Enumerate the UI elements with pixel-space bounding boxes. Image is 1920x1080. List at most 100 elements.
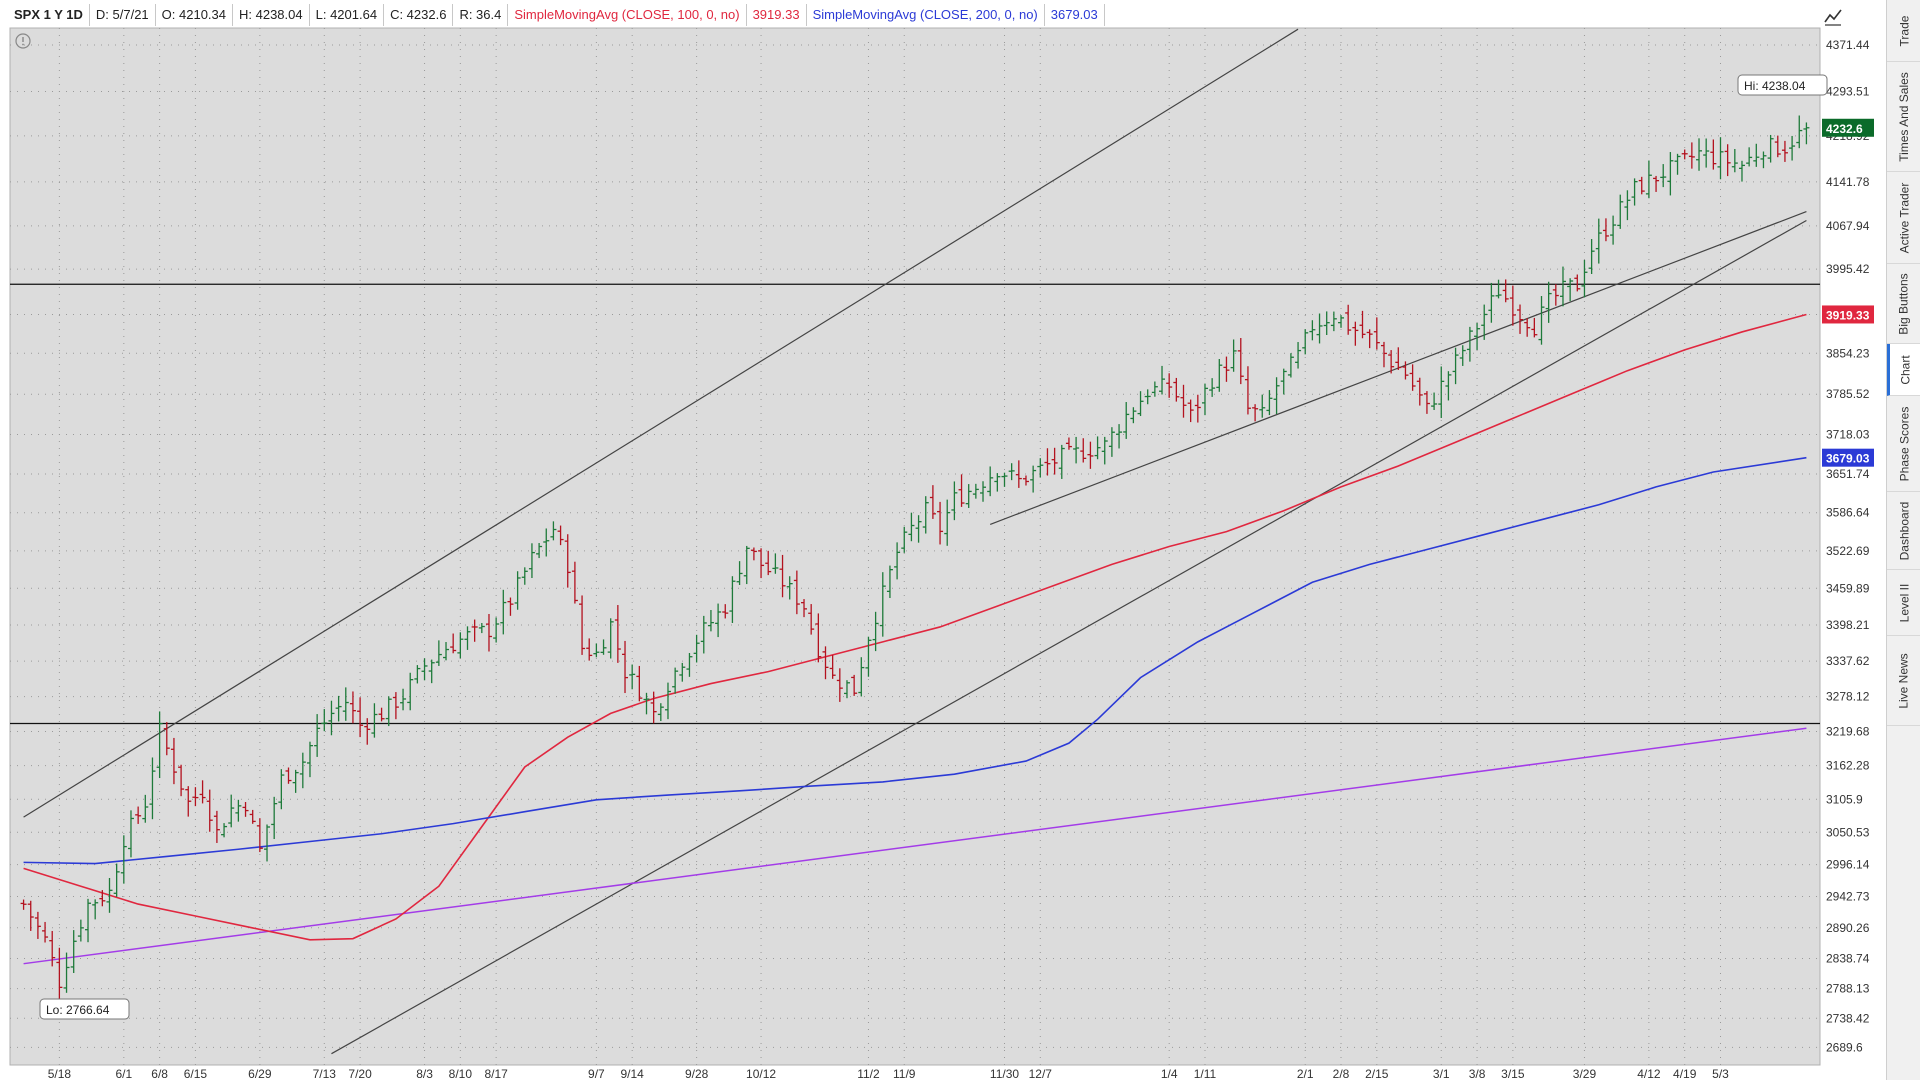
y-tick-label: 3586.64 — [1826, 506, 1870, 520]
sidebar-tab-label: Dashboard — [1897, 501, 1911, 560]
y-tick-label: 3651.74 — [1826, 467, 1870, 481]
y-tick-label: 3050.53 — [1826, 825, 1870, 839]
sidebar-tab-label: Phase Scores — [1897, 406, 1911, 481]
y-tick-label: 4067.94 — [1826, 219, 1870, 233]
x-tick-label: 3/15 — [1501, 1067, 1525, 1080]
y-tick-label: 3995.42 — [1826, 262, 1870, 276]
ma200-tag-bg — [1822, 448, 1874, 467]
y-tick-label: 4371.44 — [1826, 38, 1870, 52]
sidebar-tab-label: Times And Sales — [1897, 71, 1912, 162]
x-tick-label: 7/13 — [313, 1067, 337, 1080]
y-tick-label: 3278.12 — [1826, 690, 1870, 704]
x-tick-label: 4/19 — [1673, 1067, 1697, 1080]
x-tick-label: 2/1 — [1297, 1067, 1314, 1080]
high-label: H: 4238.04 — [233, 4, 310, 26]
ma200-tag: 3679.03 — [1826, 452, 1870, 466]
trendline — [331, 219, 1807, 1055]
trendline — [23, 28, 1299, 818]
x-tick-label: 3/29 — [1573, 1067, 1597, 1080]
x-tick-label: 5/3 — [1712, 1067, 1729, 1080]
x-tick-label: 5/18 — [48, 1067, 72, 1080]
sidebar-tab-big-buttons[interactable]: Big Buttons — [1887, 264, 1920, 344]
sidebar-tab-level-ii[interactable]: Level II — [1887, 570, 1920, 636]
x-tick-label: 11/2 — [857, 1067, 880, 1080]
y-tick-label: 2838.74 — [1826, 951, 1870, 965]
sidebar-tab-dashboard[interactable]: Dashboard — [1887, 492, 1920, 570]
x-tick-label: 8/17 — [484, 1067, 508, 1080]
x-tick-label: 9/14 — [621, 1067, 645, 1080]
y-tick-label: 3459.89 — [1826, 581, 1870, 595]
x-tick-label: 2/15 — [1365, 1067, 1389, 1080]
high-callout: Hi: 4238.04 — [1744, 79, 1806, 93]
x-tick-label: 9/28 — [685, 1067, 709, 1080]
x-tick-label: 3/1 — [1433, 1067, 1450, 1080]
x-tick-label: 8/3 — [416, 1067, 433, 1080]
sidebar-tab-times-and-sales[interactable]: Times And Sales — [1887, 62, 1920, 172]
last-price-tag-bg — [1822, 118, 1874, 137]
last-price-tag: 4232.6 — [1826, 122, 1863, 136]
low-callout: Lo: 2766.64 — [46, 1003, 110, 1017]
sidebar-tab-live-news[interactable]: Live News — [1887, 636, 1920, 726]
y-tick-label: 2738.42 — [1826, 1011, 1870, 1025]
ma100-tag: 3919.33 — [1826, 308, 1870, 322]
ma100-study-value: 3919.33 — [747, 4, 807, 26]
close-label: C: 4232.6 — [384, 4, 454, 26]
x-tick-label: 12/7 — [1029, 1067, 1053, 1080]
x-tick-label: 11/30 — [990, 1067, 1019, 1080]
sidebar-tab-chart[interactable]: Chart — [1887, 344, 1920, 396]
ma100-study-label[interactable]: SimpleMovingAvg (CLOSE, 100, 0, no) — [508, 4, 747, 26]
ma100-line — [23, 313, 1807, 941]
chart-header: SPX 1 Y 1D D: 5/7/21 O: 4210.34 H: 4238.… — [8, 4, 1105, 26]
ma100-tag-bg — [1822, 305, 1874, 324]
sidebar-tab-phase-scores[interactable]: Phase Scores — [1887, 396, 1920, 492]
x-tick-label: 3/8 — [1469, 1067, 1486, 1080]
y-tick-label: 4293.51 — [1826, 84, 1870, 98]
low-label: L: 4201.64 — [310, 4, 385, 26]
x-tick-label: 6/1 — [115, 1067, 132, 1080]
y-tick-label: 3219.68 — [1826, 724, 1870, 738]
x-tick-label: 1/11 — [1194, 1067, 1217, 1080]
y-tick-label: 2689.6 — [1826, 1040, 1863, 1054]
y-tick-label: 3105.9 — [1826, 792, 1863, 806]
y-tick-label: 2996.14 — [1826, 858, 1870, 872]
range-label: R: 36.4 — [453, 4, 509, 26]
sidebar-tab-label: Level II — [1897, 583, 1912, 622]
x-tick-label: 8/10 — [449, 1067, 473, 1080]
sidebar-tab-label: Live News — [1897, 652, 1912, 709]
high-callout-box — [1737, 74, 1828, 96]
x-tick-label: 10/12 — [746, 1067, 776, 1080]
x-tick-label: 4/12 — [1637, 1067, 1661, 1080]
x-tick-label: 11/9 — [893, 1067, 916, 1080]
y-tick-label: 4141.78 — [1826, 175, 1870, 189]
ma200-line — [23, 456, 1807, 865]
symbol-label[interactable]: SPX 1 Y 1D — [8, 4, 90, 26]
open-label: O: 4210.34 — [156, 4, 233, 26]
x-tick-label: 7/20 — [348, 1067, 372, 1080]
sidebar-tab-label: Trade — [1897, 15, 1911, 46]
date-label: D: 5/7/21 — [90, 4, 156, 26]
x-tick-label: 1/4 — [1161, 1067, 1178, 1080]
x-tick-label: 2/8 — [1333, 1067, 1350, 1080]
purple-trendline — [23, 727, 1807, 965]
y-tick-label: 3718.03 — [1826, 427, 1870, 441]
sidebar-tab-label: Big Buttons — [1897, 272, 1911, 335]
low-callout-box — [39, 998, 130, 1020]
sidebar-tab-trade[interactable]: Trade — [1887, 0, 1920, 62]
sidebar-tab-label: Chart — [1898, 354, 1913, 385]
ma200-study-label[interactable]: SimpleMovingAvg (CLOSE, 200, 0, no) — [807, 4, 1045, 26]
y-tick-label: 3785.52 — [1826, 387, 1870, 401]
y-tick-label: 3854.23 — [1826, 346, 1870, 360]
y-tick-label: 3337.62 — [1826, 654, 1870, 668]
right-sidebar: Trade Times And Sales Active Trader Big But… — [1886, 0, 1920, 1080]
y-tick-label: 2942.73 — [1826, 889, 1870, 903]
x-tick-label: 9/7 — [588, 1067, 605, 1080]
y-tick-label: 2890.26 — [1826, 921, 1870, 935]
plot-area — [9, 27, 1821, 1066]
ma200-study-value: 3679.03 — [1045, 4, 1105, 26]
info-icon[interactable] — [14, 32, 32, 50]
y-tick-label: 2788.13 — [1826, 982, 1870, 996]
sidebar-tab-active-trader[interactable]: Active Trader — [1887, 172, 1920, 264]
chart-settings-icon[interactable] — [1822, 6, 1844, 28]
y-tick-label: 3398.21 — [1826, 618, 1870, 632]
